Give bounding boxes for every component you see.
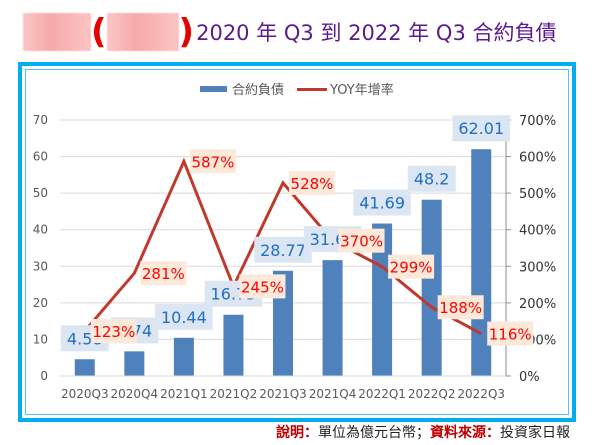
bar-data-label: 62.01: [458, 119, 504, 138]
bar-series: [74, 149, 492, 376]
line-data-label: 281%: [142, 265, 185, 283]
line-label-bg: [140, 261, 187, 286]
line-label-bg: [437, 295, 484, 320]
bar-label-bg: [353, 189, 411, 216]
x-tick-label: 2022Q2: [408, 387, 456, 401]
x-tick-label: 2021Q2: [210, 387, 258, 401]
line-label-bg: [189, 149, 236, 174]
source-value: 投資家日報: [500, 425, 570, 441]
note-label: 說明：: [276, 425, 318, 441]
y-right-tick-label: 0%: [519, 370, 540, 385]
bar-label-bg: [254, 236, 312, 263]
y-left-tick-label: 40: [33, 223, 48, 237]
legend-bar-label: 合約負債: [232, 83, 284, 98]
y-right-tick-label: 200%: [519, 297, 556, 312]
bar-label-bg: [155, 303, 213, 330]
bar: [223, 314, 244, 376]
close-paren: ): [178, 12, 195, 52]
bar: [471, 149, 492, 376]
y-left-tick-label: 70: [33, 113, 48, 127]
source-label: 資料來源：: [430, 425, 500, 441]
x-tick-label: 2021Q1: [160, 387, 208, 401]
x-tick-label: 2021Q4: [309, 387, 357, 401]
bar-label-bg: [452, 115, 510, 142]
bar: [124, 351, 145, 376]
chart-title: 2020 年 Q3 到 2022 年 Q3 合約負債: [196, 21, 557, 45]
x-axis: 2020Q3 2020Q4 2021Q1 2021Q2 2021Q3 2021Q4 2022…: [60, 375, 506, 401]
x-tick-label: 2020Q4: [111, 387, 159, 401]
yoy-line: [83, 157, 482, 335]
legend: 合約負債 YOY年增率: [200, 82, 394, 98]
line-label-bg: [239, 274, 286, 299]
line-data-label: 528%: [291, 175, 334, 193]
redacted-ticker: [106, 13, 179, 51]
redacted-company-name: [23, 13, 91, 51]
y-left-tick-label: 10: [33, 332, 48, 346]
line-data-label: 123%: [92, 323, 135, 341]
x-tick-label: 2021Q3: [259, 387, 307, 401]
note-value: 單位為億元台幣；: [318, 425, 430, 441]
y-left-tick-label: 0: [40, 369, 48, 383]
chart-title-row: ( ) 2020 年 Q3 到 2022 年 Q3 合約負債: [23, 12, 557, 52]
y-axis-left: 0 10 20 30 40 50 60 70: [33, 113, 48, 383]
line-label-bg: [338, 228, 385, 253]
y-right-tick-label: 700%: [519, 114, 556, 129]
line-label-bg: [487, 321, 534, 346]
bar: [322, 260, 343, 376]
x-tick-label: 2022Q3: [457, 387, 505, 401]
line-series: [83, 157, 482, 335]
bar-data-label: 28.77: [260, 241, 306, 260]
line-data-label: 188%: [439, 299, 482, 317]
bar: [74, 359, 95, 376]
bar-data-label: 10.44: [161, 308, 207, 327]
y-axis-right: 0%100%200%300%400%500%600%700%: [505, 114, 556, 385]
bar: [173, 337, 194, 376]
legend-line-swatch: [297, 88, 327, 91]
y-right-tick-label: 300%: [519, 260, 556, 275]
y-left-tick-label: 50: [33, 186, 48, 200]
line-data-labels: 123% 281% 587% 245% 528% 370% 299% 188% 116%: [90, 149, 534, 346]
x-tick-label: 2020Q3: [61, 387, 109, 401]
y-left-tick-label: 60: [33, 150, 48, 164]
bar-label-bg: [407, 165, 456, 192]
line-data-label: 245%: [241, 278, 284, 296]
legend-bar-swatch: [200, 86, 227, 92]
open-paren: (: [91, 12, 107, 52]
x-tick-label: 2022Q1: [358, 387, 406, 401]
y-right-tick-label: 500%: [519, 187, 556, 202]
line-label-bg: [289, 170, 335, 195]
line-data-label: 587%: [191, 153, 234, 171]
bar-data-label: 48.2: [414, 170, 450, 189]
legend-line-label: YOY年增率: [329, 82, 394, 98]
line-data-label: 299%: [390, 259, 433, 277]
y-right-tick-label: 600%: [519, 151, 556, 166]
bar-data-label: 41.69: [359, 194, 405, 213]
line-label-bg: [388, 254, 435, 279]
y-right-tick-label: 400%: [519, 224, 556, 239]
line-label-bg: [90, 319, 137, 344]
bar: [372, 223, 393, 376]
footer-note: 說明：單位為億元台幣；資料來源：投資家日報: [276, 422, 570, 442]
bar: [421, 199, 442, 376]
y-left-tick-label: 20: [33, 296, 48, 310]
line-data-label: 370%: [340, 233, 383, 251]
y-left-tick-label: 30: [33, 259, 48, 273]
line-data-label: 116%: [489, 326, 532, 344]
